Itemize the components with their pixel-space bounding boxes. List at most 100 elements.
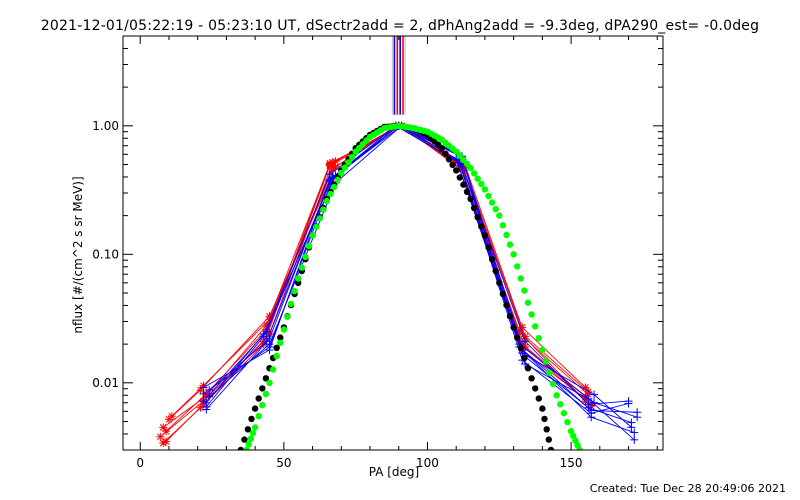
- fit-dot: [463, 160, 471, 168]
- plus-marker: [199, 383, 208, 392]
- fit-dot: [488, 256, 496, 263]
- asterisk-marker: [325, 161, 334, 170]
- fit-dot: [492, 267, 499, 275]
- y-axis-label: nflux [#/(cm^2 s sr MeV)]: [71, 176, 85, 333]
- plot-data-layer: [156, 36, 642, 450]
- fit-dot: [517, 275, 524, 282]
- fit-dot: [237, 446, 244, 450]
- fit-dot: [535, 335, 542, 342]
- fit-dot: [496, 212, 503, 219]
- fit-dot: [323, 197, 331, 205]
- fit-dot: [334, 176, 341, 184]
- asterisk-marker: [521, 332, 530, 341]
- plus-marker: [590, 390, 599, 399]
- x-tick-label: 100: [416, 456, 439, 470]
- fit-dot: [532, 385, 539, 392]
- plus-marker: [630, 428, 639, 437]
- x-tick-label: 150: [560, 456, 583, 470]
- fit-dot: [503, 301, 510, 309]
- series-line: [165, 125, 586, 442]
- fit-dot: [474, 175, 481, 182]
- asterisk-marker: [518, 323, 527, 332]
- plus-marker: [262, 337, 271, 346]
- fit-dot: [539, 405, 546, 412]
- fit-dot: [481, 232, 489, 239]
- fit-dot: [564, 419, 571, 426]
- fit-dot: [259, 401, 266, 409]
- fit-dot: [514, 334, 521, 341]
- fit-dot: [521, 354, 528, 362]
- plus-marker: [325, 175, 334, 184]
- series-line: [208, 125, 638, 418]
- fit-dot: [488, 199, 496, 206]
- fit-dot: [277, 334, 284, 341]
- fit-dot: [305, 243, 313, 250]
- plus-marker: [587, 406, 596, 415]
- fit-dot: [463, 188, 471, 195]
- fit-dot: [241, 436, 248, 443]
- fit-dot: [313, 223, 320, 231]
- fit-dot: [470, 204, 478, 212]
- y-tick-label: 0.10: [92, 247, 119, 261]
- fit-dot: [320, 206, 327, 213]
- fit-dot: [542, 358, 550, 365]
- fit-dot: [547, 446, 555, 450]
- fit-dot: [510, 324, 517, 331]
- fit-dot: [251, 405, 259, 412]
- plus-marker: [624, 397, 633, 406]
- fit-dot: [510, 251, 517, 258]
- plot-border: [122, 35, 664, 451]
- plus-marker: [630, 435, 639, 444]
- fit-dot: [481, 186, 489, 193]
- fit-dot: [269, 366, 277, 373]
- fit-dot: [341, 164, 349, 171]
- fit-dot: [255, 395, 262, 402]
- fit-dot: [243, 446, 250, 450]
- fit-dot: [506, 241, 514, 248]
- fit-dot: [514, 263, 521, 270]
- plus-marker: [259, 329, 268, 338]
- fit-dot: [485, 244, 492, 251]
- series-line: [162, 125, 592, 444]
- fit-dot: [517, 344, 524, 351]
- fit-dot: [521, 287, 528, 294]
- created-timestamp: Created: Tue Dec 28 20:49:06 2021: [589, 482, 786, 495]
- fit-dot: [244, 426, 252, 433]
- fit-dot: [442, 150, 449, 157]
- fit-dot: [528, 311, 535, 318]
- fit-dot: [545, 436, 552, 443]
- fit-dot: [345, 159, 352, 166]
- y-tick-label: 1.00: [92, 119, 119, 133]
- series-line: [203, 125, 629, 405]
- fit-dot: [251, 424, 259, 431]
- asterisk-marker: [167, 412, 176, 421]
- fit-dot: [348, 153, 356, 161]
- axis-ticks: 0 50 100 150 0.01 0.10 1.00: [92, 35, 663, 470]
- plus-marker: [584, 400, 593, 409]
- fit-dot: [532, 323, 539, 330]
- fit-dot: [485, 192, 492, 200]
- fit-dot: [524, 365, 532, 372]
- fit-dot: [492, 205, 499, 213]
- fit-dot: [528, 375, 535, 382]
- plus-marker: [521, 337, 530, 346]
- fit-dot: [453, 167, 460, 174]
- fit-dot: [478, 223, 485, 230]
- fit-dot: [262, 390, 270, 398]
- fit-dot: [259, 385, 266, 392]
- fit-dot: [284, 313, 291, 320]
- asterisk-marker: [162, 427, 171, 436]
- asterisk-marker: [581, 383, 590, 392]
- fit-dot: [543, 426, 550, 433]
- fit-dot: [546, 369, 553, 376]
- fit-dot: [245, 441, 252, 448]
- fit-dot: [474, 214, 481, 221]
- fit-dot: [524, 299, 532, 306]
- fit-dot: [553, 392, 560, 399]
- fit-dot: [327, 190, 334, 198]
- fit-dot: [438, 145, 445, 152]
- fit-dot: [535, 395, 542, 402]
- fit-dot: [287, 300, 295, 308]
- x-tick-label: 50: [276, 456, 291, 470]
- fit-dot: [541, 415, 548, 423]
